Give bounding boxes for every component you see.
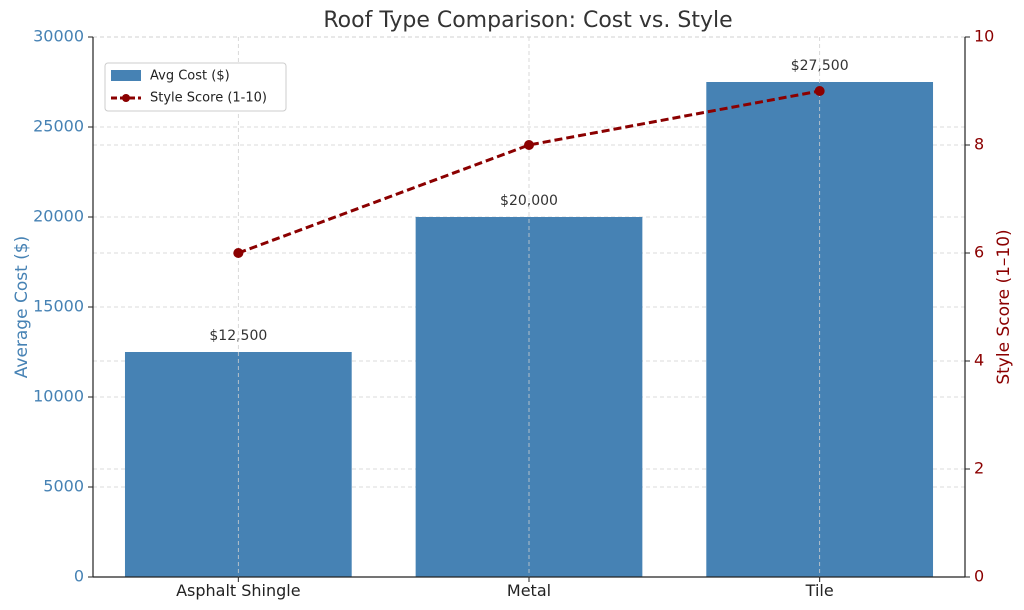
style-score-point-0 [233,248,244,258]
y-right-tick-label-0: 0 [974,567,984,586]
x-tick-label-1: Metal [507,581,551,600]
legend: Avg Cost ($) Style Score (1-10) [104,62,287,112]
y-left-tick-label-3: 15000 [33,297,84,316]
y-axis-right-title: Style Score (1–10) [994,229,1014,384]
y-left-tick-label-5: 25000 [33,117,84,136]
style-score-line [233,86,825,258]
y-axis-left-title: Average Cost ($) [12,236,32,379]
y-right-tick-label-3: 6 [974,243,984,262]
y-right-tick-label-5: 10 [974,27,994,46]
legend-bar-swatch [111,70,141,81]
y-left-tick-label-4: 20000 [33,207,84,226]
y-left-tick-label-2: 10000 [33,387,84,406]
legend-label-style: Style Score (1-10) [150,91,267,106]
y-left-tick-label-6: 30000 [33,27,84,46]
y-right-tick-label-1: 2 [974,459,984,478]
legend-label-cost: Avg Cost ($) [150,69,230,84]
bar-value-label-0: $12,500 [209,328,267,344]
x-tick-label-0: Asphalt Shingle [176,581,301,600]
x-tick-label-2: Tile [805,581,834,600]
legend-box [104,62,287,112]
y-right-tick-label-2: 4 [974,351,984,370]
chart-title: Roof Type Comparison: Cost vs. Style [323,8,732,33]
y-right-tick-label-4: 8 [974,135,984,154]
style-score-point-2 [814,86,825,96]
style-score-point-1 [524,140,534,150]
axes: 0 5000 10000 15000 20000 25000 30000 0 2 4 6 8 10 Asp… [33,27,994,601]
legend-line-marker [122,94,130,102]
y-left-tick-label-0: 0 [74,567,84,586]
y-left-tick-label-1: 5000 [43,477,84,496]
bars: $12,500$20,000$27,500 [124,37,934,577]
style-score-polyline [237,89,820,255]
